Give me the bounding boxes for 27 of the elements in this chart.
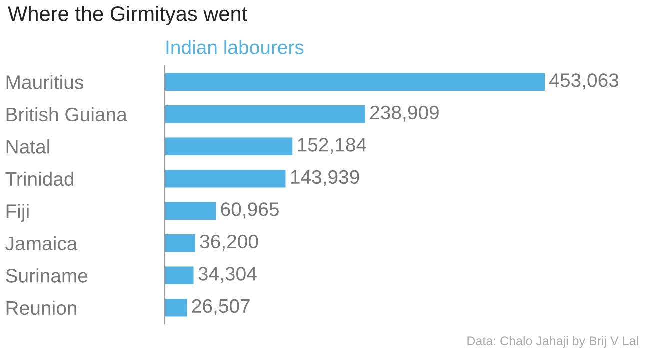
y-tick-label: British Guiana [6, 107, 128, 122]
bar [165, 73, 545, 91]
data-label: 36,200 [200, 234, 258, 251]
data-label: 152,184 [298, 138, 367, 154]
data-label: 143,939 [291, 170, 360, 186]
y-tick-label: Trinidad [6, 172, 74, 186]
bar [165, 138, 293, 156]
data-label: 453,063 [550, 74, 619, 90]
y-tick-label: Suriname [6, 268, 88, 283]
text: Data: Chalo Jahaji by Brij V Lal [468, 336, 638, 348]
bar [165, 202, 216, 220]
y-tick-label: Mauritius [6, 75, 84, 90]
data-label: 26,507 [192, 299, 250, 316]
data-label: 34,304 [198, 267, 257, 284]
y-tick-label: Natal [6, 140, 50, 154]
bar [165, 299, 188, 317]
bar [165, 234, 196, 252]
data-label: 238,909 [370, 106, 439, 122]
series-label: Indian labourers [166, 40, 304, 54]
y-tick-label: Fiji [6, 204, 29, 222]
data-label: 60,965 [221, 202, 279, 219]
y-tick-label: Reunion [6, 300, 76, 316]
bar [165, 266, 194, 284]
bar [165, 106, 366, 124]
chart-title: Where the Girmityas went [8, 6, 248, 26]
bar [165, 170, 286, 188]
y-tick-label: Jamaica [6, 236, 78, 251]
